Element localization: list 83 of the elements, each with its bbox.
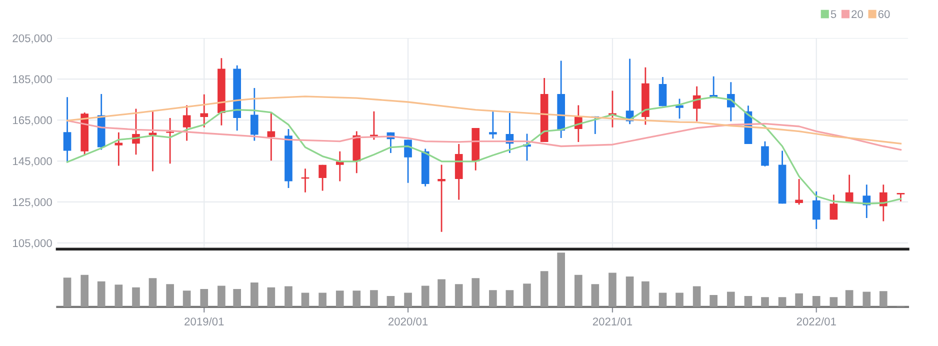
candlestick (404, 139, 412, 184)
bar (370, 290, 378, 307)
candlestick (250, 87, 258, 142)
legend-label: 5 (830, 10, 836, 18)
bar (63, 278, 72, 307)
y-tick-label: 105,000 (13, 239, 52, 248)
legend-label: 20 (852, 10, 863, 18)
bar (744, 296, 752, 307)
candlestick (182, 104, 191, 142)
line-series (66, 96, 902, 144)
candlestick (830, 194, 838, 220)
candlestick (318, 164, 326, 192)
bar (812, 296, 820, 307)
candlestick (879, 184, 888, 222)
line-series (66, 120, 902, 151)
bar (182, 290, 191, 307)
candlestick (489, 110, 497, 140)
candlestick (676, 98, 684, 120)
bar (591, 284, 600, 307)
bar (472, 278, 480, 307)
bar (676, 292, 684, 307)
bar (710, 294, 718, 307)
bar (250, 282, 258, 307)
bar (284, 286, 292, 307)
x-tick-label: 2022/01 (796, 317, 836, 326)
x-tick-label: 2019/01 (184, 317, 224, 326)
bar (336, 290, 344, 307)
bar (438, 279, 446, 307)
bar (404, 292, 412, 307)
y-tick-label: 185,000 (13, 75, 52, 84)
y-tick-label: 205,000 (12, 34, 52, 44)
bar (574, 274, 582, 307)
y-tick-label: 145,000 (13, 157, 52, 166)
bar (506, 290, 514, 307)
bar (132, 287, 140, 307)
bar (830, 297, 838, 307)
x-tick-label: 2020/01 (388, 317, 428, 326)
candlestick (148, 110, 157, 172)
bar (267, 287, 276, 307)
bar (540, 271, 548, 307)
y-tick-label: 125,000 (13, 198, 52, 208)
bar (352, 290, 361, 307)
candlestick (438, 164, 446, 233)
bar (726, 292, 735, 307)
bar (166, 284, 174, 307)
bar (626, 276, 634, 307)
bar (421, 286, 430, 307)
bar (557, 252, 565, 307)
bar (301, 292, 310, 307)
candlestick (658, 76, 667, 107)
bar (523, 284, 531, 307)
candlestick (761, 140, 769, 168)
bar (845, 290, 854, 307)
bar (692, 286, 701, 307)
bar (795, 293, 803, 307)
bar (879, 291, 888, 307)
bar (761, 297, 769, 307)
candlestick (63, 96, 72, 162)
bar (200, 288, 208, 307)
candlestick (267, 112, 276, 162)
candlestick (200, 94, 208, 128)
bar (97, 281, 106, 307)
candlestick (812, 190, 820, 230)
bar (778, 297, 786, 307)
legend-label: 60 (878, 10, 890, 18)
bar (489, 290, 497, 307)
y-tick-label: 165,000 (13, 116, 52, 126)
bar (218, 286, 226, 307)
candlestick (166, 117, 174, 164)
bar (114, 284, 123, 307)
candlestick (114, 132, 123, 166)
bar (318, 292, 326, 307)
bar (454, 284, 463, 307)
bar (148, 278, 157, 307)
candlestick (795, 178, 803, 206)
bar (386, 296, 395, 307)
bar (608, 272, 616, 307)
bar (233, 288, 241, 307)
bar (80, 274, 88, 307)
bar (862, 292, 871, 307)
bar (658, 292, 667, 307)
x-tick-label: 2021/01 (592, 317, 632, 326)
bar (642, 281, 650, 307)
